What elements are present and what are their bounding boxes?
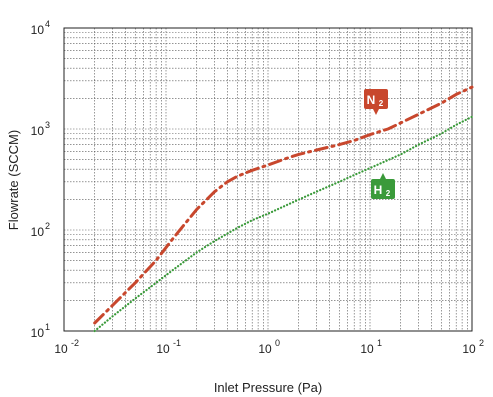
x-tick-exponent: 2 [479,338,484,348]
x-tick-exponent: -2 [71,338,79,348]
y-tick-label: 10 [31,124,45,138]
y-tick-exponent: 2 [45,221,50,231]
x-tick-label: 10 [462,342,476,356]
series-callout-subscript: 2 [386,189,391,198]
x-tick-label: 10 [156,342,170,356]
x-tick-label: 10 [258,342,272,356]
x-tick-exponent: -1 [173,338,181,348]
series-callout-pointer [373,109,379,115]
x-tick-exponent: 0 [275,338,280,348]
series-callout-box [364,89,388,109]
series-line-0 [93,85,474,325]
grid-layer [64,28,472,331]
x-tick-exponent: 1 [377,338,382,348]
tick-layer: 10 -2 10 -1 10 0 10 1 10 210 110 210 310 4 [31,19,484,356]
series-callout-pointer [380,173,386,179]
series-callout-subscript: 2 [379,99,384,108]
y-tick-exponent: 1 [45,322,50,332]
series-line-1 [93,115,474,333]
y-tick-label: 10 [31,23,45,37]
y-axis-label: Flowrate (SCCM) [6,130,21,230]
series-callout-label: N [367,93,376,107]
y-tick-label: 10 [31,326,45,340]
plot-frame [63,27,473,332]
y-tick-label: 10 [31,225,45,239]
series-callout-box [371,179,395,199]
x-tick-label: 10 [54,342,68,356]
y-tick-exponent: 4 [45,19,50,29]
callout-layer: N 2H 2 [364,89,395,199]
series-layer [93,85,474,333]
series-callout-label: H [374,183,383,197]
x-axis-label: Inlet Pressure (Pa) [214,380,322,395]
x-tick-label: 10 [360,342,374,356]
y-tick-exponent: 3 [45,120,50,130]
